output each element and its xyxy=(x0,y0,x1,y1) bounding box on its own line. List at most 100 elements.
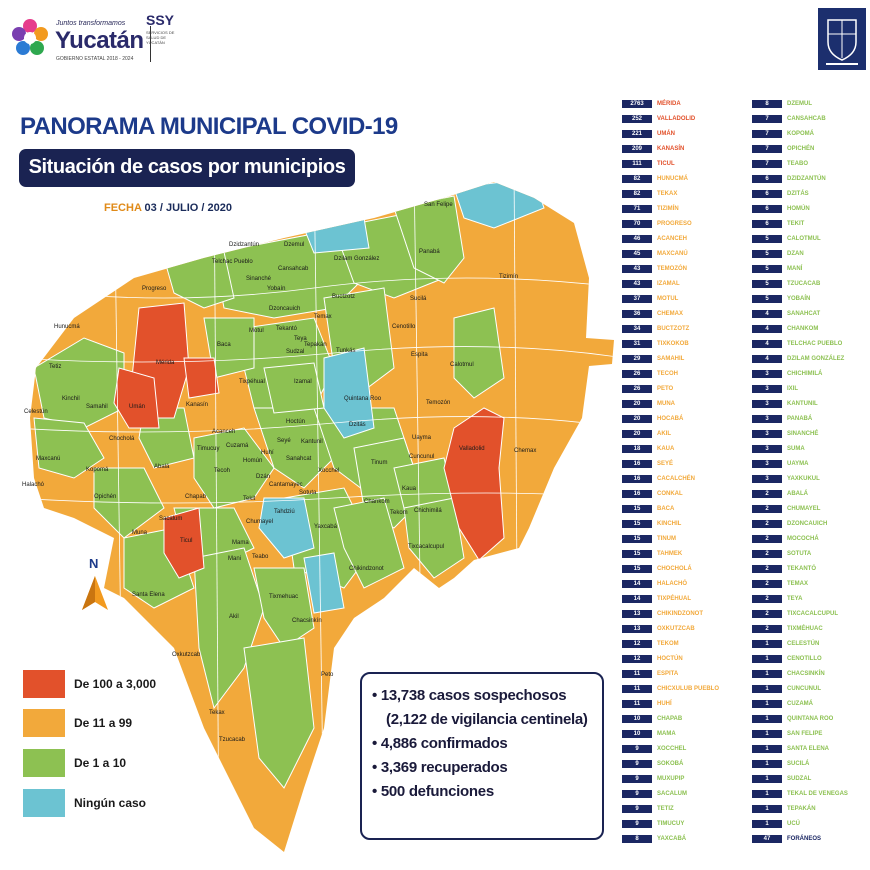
municipality-name: BACA xyxy=(657,506,675,512)
case-count: 1 xyxy=(752,790,782,798)
case-count: 3 xyxy=(752,475,782,483)
case-count: 111 xyxy=(622,160,652,168)
case-count: 1 xyxy=(752,640,782,648)
case-count: 37 xyxy=(622,295,652,303)
map-label: Maxcanú xyxy=(36,456,60,462)
municipality-name: UMÁN xyxy=(657,131,675,137)
table-row: 7 CANSAHCAB xyxy=(752,115,870,123)
case-count: 3 xyxy=(752,415,782,423)
municipality-name: OPICHÉN xyxy=(787,146,815,152)
table-row: 1 SUCILÁ xyxy=(752,760,870,768)
table-row: 1 CUZAMÁ xyxy=(752,700,870,708)
case-count: 13 xyxy=(622,625,652,633)
table-row: 9 TIMUCUY xyxy=(622,820,752,828)
table-row: 2763 MÉRIDA xyxy=(622,100,752,108)
map-label: Yaxcabá xyxy=(314,524,338,530)
case-count: 16 xyxy=(622,460,652,468)
table-row: 20 MUNA xyxy=(622,400,752,408)
case-count: 12 xyxy=(622,655,652,663)
map-label: Buctzotz xyxy=(332,294,355,300)
map-label: Tizimín xyxy=(499,274,518,280)
table-row: 82 HUNUCMÁ xyxy=(622,175,752,183)
municipality-name: HUNUCMÁ xyxy=(657,176,688,182)
table-row: 14 TIXPÉHUAL xyxy=(622,595,752,603)
table-row: 7 TEABO xyxy=(752,160,870,168)
map-label: Progreso xyxy=(142,286,167,292)
municipality-name: TIXCACALCUPUL xyxy=(787,611,838,617)
map-label: Dzilam González xyxy=(334,256,379,262)
table-row: 1 SAN FELIPE xyxy=(752,730,870,738)
table-row: 15 BACA xyxy=(622,505,752,513)
case-count: 5 xyxy=(752,280,782,288)
municipality-name: SINANCHÉ xyxy=(787,431,819,437)
legend-label-none: Ningún caso xyxy=(74,796,147,810)
map-label: Chikindzonot xyxy=(349,566,384,572)
map-label: Homún xyxy=(243,458,262,464)
table-row: 9 SACALUM xyxy=(622,790,752,798)
map-label: Quintana Roo xyxy=(344,396,382,402)
municipality-name: TEMAX xyxy=(787,581,808,587)
table-row: 43 TEMOZÓN xyxy=(622,265,752,273)
map-label: Hunucmá xyxy=(54,324,80,330)
map-label: Akil xyxy=(229,614,239,620)
municipality-name: BUCTZOTZ xyxy=(657,326,690,332)
case-count: 252 xyxy=(622,115,652,123)
case-count: 7 xyxy=(752,130,782,138)
table-row: 1 CHACSINKÍN xyxy=(752,670,870,678)
municipality-name: MÉRIDA xyxy=(657,101,681,107)
case-count: 1 xyxy=(752,685,782,693)
case-count: 26 xyxy=(622,385,652,393)
map-label: Yobaín xyxy=(267,286,285,292)
map-label: Opichén xyxy=(94,494,116,500)
municipality-name: MUXUPIP xyxy=(657,776,685,782)
municipality-name: UCÚ xyxy=(787,821,800,827)
table-row: 1 CUNCUNUL xyxy=(752,685,870,693)
case-count: 15 xyxy=(622,505,652,513)
high-case-regions xyxy=(113,302,505,579)
municipality-name: KINCHIL xyxy=(657,521,682,527)
case-count: 18 xyxy=(622,445,652,453)
map-label: Sinanché xyxy=(246,276,272,282)
municipality-name: SAMAHIL xyxy=(657,356,685,362)
map-label: Ticul xyxy=(180,538,192,544)
municipality-name: TEKAX xyxy=(657,191,678,197)
municipality-name: TZUCACAB xyxy=(787,281,821,287)
table-row: 6 DZITÁS xyxy=(752,190,870,198)
table-row: 3 KANTUNIL xyxy=(752,400,870,408)
municipality-name: TEABO xyxy=(787,161,808,167)
municipality-name: SANAHCAT xyxy=(787,311,821,317)
case-count: 2 xyxy=(752,580,782,588)
municipality-name: CHEMAX xyxy=(657,311,684,317)
table-row: 3 YAXKUKUL xyxy=(752,475,870,483)
table-row: 2 TIXCACALCUPUL xyxy=(752,610,870,618)
date-label: FECHA xyxy=(104,202,142,214)
table-row: 12 TEKOM xyxy=(622,640,752,648)
yucatan-municipal-map: San Felipe Tizimín Panabá Sucilá Dzilam Gonz… xyxy=(22,182,614,852)
case-count: 6 xyxy=(752,220,782,228)
municipality-name: ABALÁ xyxy=(787,491,808,497)
municipality-name: DZITÁS xyxy=(787,191,809,197)
page-title: PANORAMA MUNICIPAL COVID-19 xyxy=(20,113,398,140)
table-row: 2 ABALÁ xyxy=(752,490,870,498)
subtitle: Situación de casos por municipios xyxy=(28,156,346,178)
case-count: 5 xyxy=(752,265,782,273)
case-count: 45 xyxy=(622,250,652,258)
case-count: 9 xyxy=(622,820,652,828)
municipality-name: TIXKOKOB xyxy=(657,341,689,347)
municipality-name: AKIL xyxy=(657,431,671,437)
municipality-name: SAN FELIPE xyxy=(787,731,823,737)
municipality-name: CHOCHOLÁ xyxy=(657,566,692,572)
case-count: 3 xyxy=(752,385,782,393)
map-label: Espita xyxy=(411,352,428,358)
municipality-name: TECOH xyxy=(657,371,678,377)
case-count: 1 xyxy=(752,745,782,753)
municipality-name: DZEMUL xyxy=(787,101,812,107)
map-label: Mama xyxy=(232,540,249,546)
case-count: 6 xyxy=(752,190,782,198)
case-count: 20 xyxy=(622,430,652,438)
table-row: 5 MANÍ xyxy=(752,265,870,273)
case-count: 8 xyxy=(752,100,782,108)
case-count: 1 xyxy=(752,730,782,738)
table-row: 36 CHEMAX xyxy=(622,310,752,318)
table-row: 11 CHICXULUB PUEBLO xyxy=(622,685,752,693)
